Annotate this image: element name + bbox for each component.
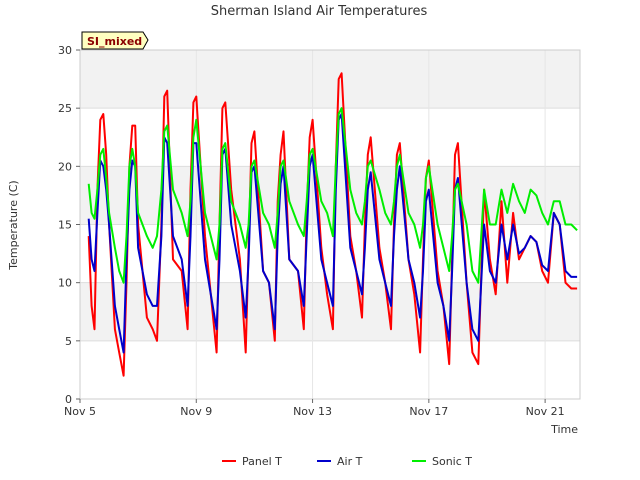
chart-title: Sherman Island Air Temperatures xyxy=(211,4,428,19)
y-tick-label: 10 xyxy=(58,277,72,290)
band-25 xyxy=(80,50,580,109)
legend-label: Sonic T xyxy=(432,455,472,468)
band-20 xyxy=(80,108,580,167)
legend: Panel T Air T Sonic T xyxy=(222,455,472,468)
x-axis: Nov 5 Nov 9 Nov 13 Nov 17 Nov 21 xyxy=(64,399,565,418)
y-tick-label: 25 xyxy=(58,102,72,115)
x-tick-label: Nov 17 xyxy=(409,405,448,418)
y-tick-label: 15 xyxy=(58,219,72,232)
legend-label: Air T xyxy=(337,455,363,468)
series-line-air-t xyxy=(87,113,578,354)
badge-label: SI_mixed xyxy=(87,35,142,48)
y-tick-label: 0 xyxy=(65,393,72,406)
y-tick-label: 20 xyxy=(58,160,72,173)
y-tick-label: 30 xyxy=(58,44,72,57)
y-tick-label: 5 xyxy=(65,335,72,348)
x-tick-label: Nov 13 xyxy=(293,405,332,418)
band-15 xyxy=(80,166,580,225)
y-axis: 0 5 10 15 20 25 30 xyxy=(58,44,80,406)
x-tick-label: Nov 9 xyxy=(180,405,212,418)
band-0 xyxy=(80,340,580,399)
x-tick-label: Nov 21 xyxy=(526,405,565,418)
y-axis-label: Temperature (C) xyxy=(7,180,20,270)
series-line-sonic-t xyxy=(87,107,578,284)
x-tick-label: Nov 5 xyxy=(64,405,96,418)
x-axis-label: Time xyxy=(550,423,578,436)
legend-label: Panel T xyxy=(242,455,282,468)
si-mixed-badge: SI_mixed xyxy=(81,31,149,50)
series-lines xyxy=(87,72,578,377)
